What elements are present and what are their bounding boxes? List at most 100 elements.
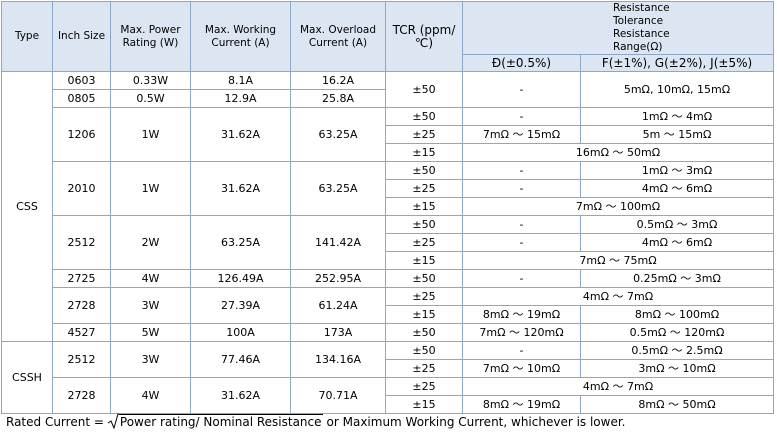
cell: 0.5mΩ ～ 120mΩ	[580, 323, 774, 342]
cell: ±50	[385, 107, 463, 126]
cell: ±25	[385, 125, 463, 144]
cell: 0603	[52, 71, 111, 90]
footnote-suffix: or Maximum Working Current, whichever is…	[326, 415, 626, 429]
cell: 4mΩ ～ 7mΩ	[462, 287, 774, 306]
footnote-radicand: Power rating/ Nominal Resistance	[118, 414, 323, 429]
header-cell: TCR (ppm/℃)	[385, 1, 463, 72]
cell: 12.9A	[190, 89, 291, 108]
cell: -	[462, 179, 581, 198]
header-cell: Type	[1, 1, 53, 72]
cell: ±25	[385, 377, 463, 396]
cell: 8mΩ ～ 19mΩ	[462, 395, 581, 414]
cell: CSS	[1, 71, 53, 342]
cell: 5W	[110, 323, 191, 342]
cell: -	[462, 161, 581, 180]
cell: ±25	[385, 179, 463, 198]
cell: 4W	[110, 269, 191, 288]
cell: 0.5mΩ ～ 2.5mΩ	[580, 341, 774, 360]
row: CSSH 2512 3W 77.46A 134.16A ±50-0.5mΩ ～ 2.5mΩ	[1, 341, 774, 414]
cell: 1mΩ ～ 3mΩ	[580, 161, 774, 180]
header-cell: Max. Overload Current (A)	[290, 1, 386, 72]
table-body: CSS 0603 0.33W 8.1A 16.2A ±50-5mΩ, 10mΩ, 15mΩ…	[1, 71, 774, 414]
row: CSS 0603 0.33W 8.1A 16.2A ±50-5mΩ, 10mΩ, 15mΩ	[1, 71, 774, 342]
cell: ±15	[385, 305, 463, 324]
cell: 8mΩ ～ 100mΩ	[580, 305, 774, 324]
cell: ±50	[385, 71, 463, 108]
cell: 7mΩ ～ 120mΩ	[462, 323, 581, 342]
cell: 2728	[52, 287, 111, 324]
cell: 0.33W	[110, 71, 191, 90]
cell: 4mΩ ～ 7mΩ	[462, 377, 774, 396]
cell: 7mΩ ～ 15mΩ	[462, 125, 581, 144]
footnote: Rated Current = Power rating/ Nominal Re…	[6, 413, 626, 429]
cell: ±50	[385, 161, 463, 180]
row: 4527 5W 100A 173A ±50 7mΩ ～ 120mΩ 0.5mΩ ～ 120m…	[2, 323, 774, 342]
cell: 7mΩ ～ 10mΩ	[462, 359, 581, 378]
header-cell: F(±1%), G(±2%), J(±5%)	[580, 54, 774, 72]
cell: 31.62A	[190, 377, 291, 414]
cell: 70.71A	[290, 377, 386, 414]
row: ±15 16mΩ ～ 50mΩ	[2, 143, 774, 162]
cell: 63.25A	[290, 161, 386, 216]
spec-table: Type Inch Size Max. Power Rating (W) Max…	[1, 1, 774, 414]
cell: 1mΩ ～ 4mΩ	[580, 107, 774, 126]
header-cell: Resistance Tolerance Resistance Range(Ω)	[462, 1, 774, 55]
cell: 4W	[110, 377, 191, 414]
cell: 16.2A	[290, 71, 386, 90]
cell: 141.42A	[290, 215, 386, 270]
cell: -	[462, 233, 581, 252]
cell: ±15	[385, 395, 463, 414]
cell: 7mΩ ～ 75mΩ	[462, 251, 774, 270]
cell: ±50	[385, 215, 463, 234]
cell: 2010	[52, 161, 111, 216]
cell: 3W	[110, 287, 191, 324]
cell: 63.25A	[190, 215, 291, 270]
cell: 25.8A	[290, 89, 386, 108]
cell: 4mΩ ～ 6mΩ	[580, 233, 774, 252]
cell: 4527	[52, 323, 111, 342]
cell: 3W	[110, 341, 191, 378]
cell: -	[462, 341, 581, 360]
cell: 7mΩ ～ 100mΩ	[462, 197, 774, 216]
cell: 3mΩ ～ 10mΩ	[580, 359, 774, 378]
row: 2010 1W 31.62A 63.25A ±50-1mΩ ～ 3mΩ	[2, 161, 774, 216]
cell: ±50	[385, 341, 463, 360]
row: 1206 1W 31.62A 63.25A ±50-1mΩ ～ 4mΩ	[2, 107, 774, 162]
cell: 2W	[110, 215, 191, 270]
cell: 8.1A	[190, 71, 291, 90]
row: 2728 3W 27.39A 61.24A ±25 4mΩ ～ 7mΩ	[2, 287, 774, 324]
header-cell: Inch Size	[52, 1, 111, 72]
cell: 126.49A	[190, 269, 291, 288]
row: ±25-4mΩ ～ 6mΩ	[2, 179, 774, 198]
cell: 2725	[52, 269, 111, 288]
cell: 2512	[52, 215, 111, 270]
cell: ±50	[385, 323, 463, 342]
cell: 134.16A	[290, 341, 386, 378]
cell: -	[462, 71, 581, 108]
cell: 16mΩ ～ 50mΩ	[462, 143, 774, 162]
cell: 2512	[52, 341, 111, 378]
cell: CSSH	[1, 341, 53, 414]
row: ±15 8mΩ ～ 19mΩ 8mΩ ～ 100mΩ	[2, 305, 774, 324]
row: 2728 4W 31.62A 70.71A ±25 4mΩ ～ 7mΩ	[2, 377, 774, 414]
cell: ±15	[385, 197, 463, 216]
cell: 8mΩ ～ 50mΩ	[580, 395, 774, 414]
row: ±25 7mΩ ～ 10mΩ 3mΩ ～ 10mΩ	[2, 359, 774, 378]
cell: 1W	[110, 161, 191, 216]
cell: 1W	[110, 107, 191, 162]
header-cell: Max. Working Current (A)	[190, 1, 291, 72]
cell: 100A	[190, 323, 291, 342]
cell: 31.62A	[190, 161, 291, 216]
cell: -	[462, 107, 581, 126]
cell: 2728	[52, 377, 111, 414]
cell: ±50	[385, 269, 463, 288]
cell: 0805	[52, 89, 111, 108]
cell: 5mΩ, 10mΩ, 15mΩ	[580, 71, 774, 108]
cell: 4mΩ ～ 6mΩ	[580, 179, 774, 198]
cell: ±15	[385, 251, 463, 270]
cell: 63.25A	[290, 107, 386, 162]
radical-sign	[107, 413, 119, 429]
cell: 1206	[52, 107, 111, 162]
cell: ±25	[385, 233, 463, 252]
